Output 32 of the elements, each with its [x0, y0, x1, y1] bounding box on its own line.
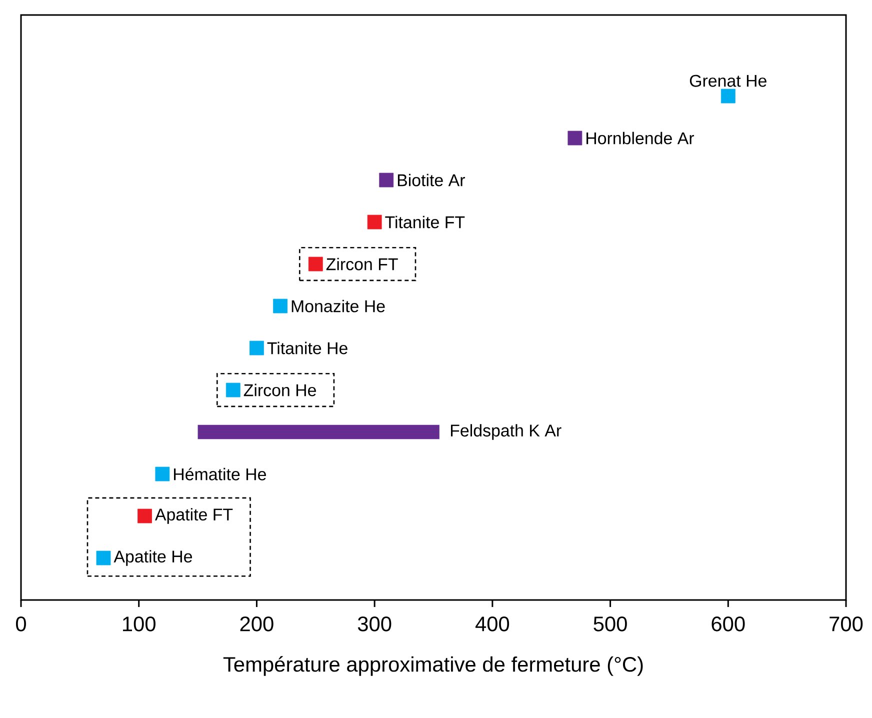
y-tick-label: Apatite FT [154, 508, 233, 524]
y-tick-label: Hornblende Ar [586, 132, 694, 144]
x-tick-label: 0 [16, 616, 26, 632]
y-tick-label: Hématite He [174, 468, 266, 480]
point [720, 88, 736, 104]
x-tick-label: 400 [475, 616, 510, 632]
x-tick-label: 100 [123, 616, 156, 632]
point [308, 256, 323, 272]
point [379, 172, 394, 188]
y-tick-label: Titanite He [267, 342, 348, 354]
point [568, 130, 582, 146]
y-tick-label: Feldspath K Ar [450, 424, 562, 440]
y-tick-label: Grenat He [690, 74, 766, 87]
y-tick-label: Biotite Ar [398, 174, 465, 186]
x-axis-title: Température approximative de fermeture (°C) [223, 656, 643, 676]
point [367, 214, 382, 230]
x-tick-label: 500 [594, 616, 627, 632]
point [96, 550, 111, 566]
y-tick-label: Apatite He [114, 550, 192, 566]
y-tick-label: Titanite FT [385, 216, 465, 228]
x-tick-label: 200 [240, 616, 274, 632]
point [226, 382, 240, 398]
point [155, 466, 170, 482]
point [250, 340, 264, 356]
y-tick-label: Zircon He [244, 384, 316, 396]
point [273, 298, 288, 314]
x-tick-label: 700 [830, 616, 863, 632]
point [138, 508, 152, 524]
y-tick-label: Monazite He [292, 300, 385, 312]
y-tick-label: Zircon FT [326, 258, 398, 270]
x-tick-label: 300 [358, 616, 392, 632]
x-tick-label: 600 [712, 616, 745, 632]
